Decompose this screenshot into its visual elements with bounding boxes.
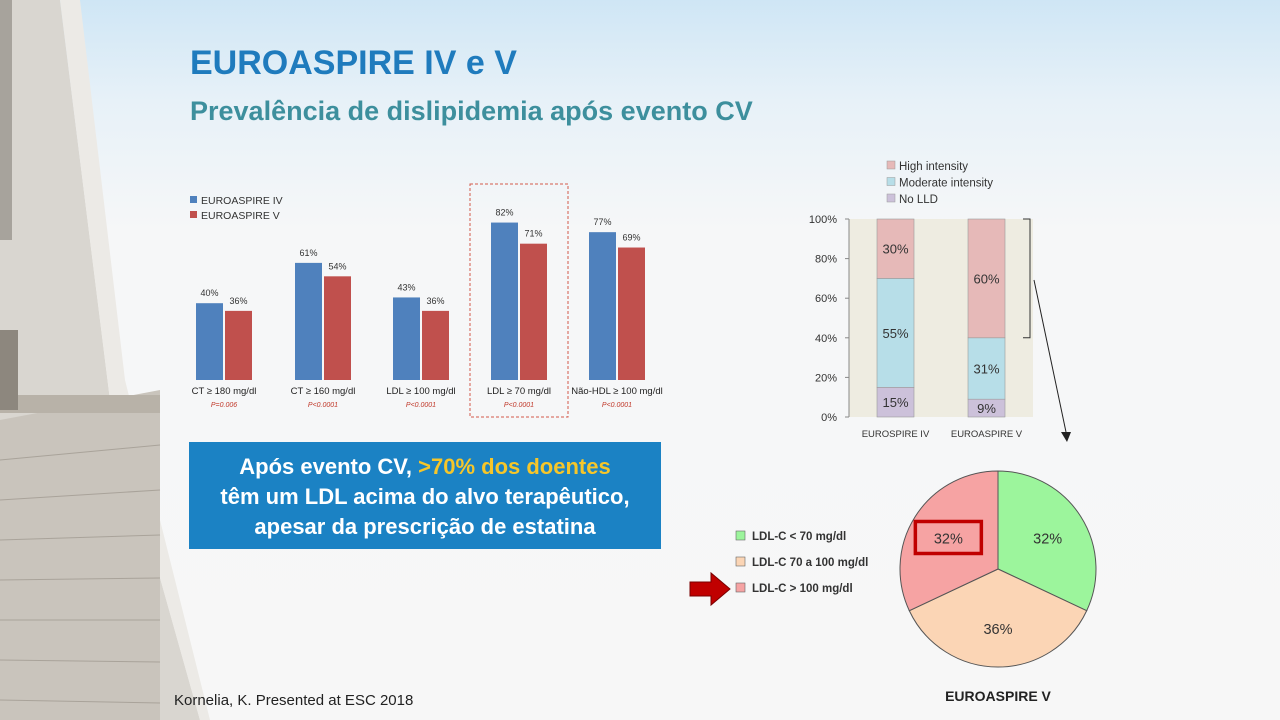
y-tick-label-5: 80% xyxy=(815,254,837,266)
legend-label-1: EUROASPIRE IV xyxy=(201,195,283,207)
legend-swatch-1 xyxy=(190,196,197,203)
stack-segment-1-3 xyxy=(876,218,915,279)
legend-swatch-2 xyxy=(190,211,197,218)
grouped-bar-chart: EUROASPIRE IV EUROASPIRE V 40% 36% CT ≥ 180 … xyxy=(190,183,663,418)
highlight-box xyxy=(469,183,569,418)
callout-line-1: Após evento CV, >70% dos doentes xyxy=(189,452,661,482)
y-tick-label-6: 100% xyxy=(809,214,837,226)
stack-label-2-2: 31% xyxy=(973,361,999,376)
pie-legend-swatch-3 xyxy=(735,582,746,593)
category-label-4: LDL ≥ 70 mg/dl xyxy=(487,386,551,397)
stacked-legend-swatch-3 xyxy=(886,193,896,203)
callout-box: Após evento CV, >70% dos doentes têm um … xyxy=(189,442,661,549)
bar-3-1 xyxy=(393,297,420,380)
callout-highlight: >70% dos doentes xyxy=(418,454,611,479)
bar-2-1 xyxy=(295,262,322,380)
callout-line-3: apesar da prescrição de estatina xyxy=(254,514,596,539)
category-label-3: LDL ≥ 100 mg/dl xyxy=(386,386,455,397)
stacked-legend-label-1: High intensity xyxy=(899,161,968,173)
data-label-2-1: 61% xyxy=(299,248,317,258)
pie-label-3: 32% xyxy=(934,531,963,547)
category-label-1: CT ≥ 180 mg/dl xyxy=(192,386,257,397)
data-label-5-1: 77% xyxy=(593,217,611,227)
stacked-legend-label-3: No LLD xyxy=(899,194,938,206)
data-label-3-2: 36% xyxy=(426,296,444,306)
bar-5-2 xyxy=(618,247,645,380)
bar-1-1 xyxy=(196,303,223,380)
pie-legend-swatch-2 xyxy=(735,556,746,567)
slide-subtitle: Prevalência de dislipidemia após evento … xyxy=(190,96,753,126)
stacked-legend-swatch-2 xyxy=(886,177,896,186)
stack-label-2-3: 60% xyxy=(973,271,999,286)
bar-1-2 xyxy=(225,310,252,380)
stacked-bar-chart: High intensity Moderate intensity No LLD 0%… xyxy=(809,160,1033,440)
stack-label-1-1: 15% xyxy=(882,395,908,410)
slide-title: EUROASPIRE IV e V xyxy=(190,44,517,82)
y-tick-label-4: 60% xyxy=(815,293,837,305)
y-tick-label-3: 40% xyxy=(815,333,837,345)
p-value-1: P=0.006 xyxy=(211,402,237,409)
stacked-category-2: EUROASPIRE V xyxy=(951,429,1023,440)
bar-4-1 xyxy=(491,222,518,380)
red-arrow-icon xyxy=(689,571,731,607)
data-label-4-1: 82% xyxy=(495,208,513,218)
stack-segment-2-3 xyxy=(967,218,1006,339)
pie-slice-1 xyxy=(997,470,1097,612)
bar-5-1 xyxy=(589,232,616,380)
data-label-1-2: 36% xyxy=(229,296,247,306)
pie-legend-label-2: LDL-C 70 a 100 mg/dl xyxy=(752,557,868,569)
p-value-3: P<0.0001 xyxy=(406,402,436,409)
plot-area xyxy=(849,219,1033,417)
stacked-legend-swatch-1 xyxy=(886,160,896,170)
bracket xyxy=(1023,218,1031,339)
category-label-5: Não-HDL ≥ 100 mg/dl xyxy=(571,386,662,397)
p-value-2: P<0.0001 xyxy=(308,402,338,409)
bar-3-2 xyxy=(422,310,449,380)
pie-slice-2 xyxy=(908,568,1088,668)
stack-segment-1-2 xyxy=(876,278,915,388)
y-tick-label-2: 20% xyxy=(815,372,837,384)
stack-label-1-3: 30% xyxy=(882,242,908,257)
stack-segment-2-2 xyxy=(967,337,1006,400)
pie-legend-swatch-1 xyxy=(735,530,746,541)
legend-label-2: EUROASPIRE V xyxy=(201,210,280,222)
callout-prefix: Após evento CV, xyxy=(239,454,419,479)
stacked-category-1: EUROSPIRE IV xyxy=(862,429,930,440)
stack-segment-1-1 xyxy=(876,386,915,418)
data-label-4-2: 71% xyxy=(524,229,542,239)
callout-line-2: têm um LDL acima do alvo terapêutico, xyxy=(220,484,630,509)
pie-chart: 32% 36% 32% LDL-C < 70 mg/dl LDL-C 70 a 100 … xyxy=(735,470,1097,704)
pie-label-2: 36% xyxy=(983,622,1012,638)
pie-label-1: 32% xyxy=(1033,531,1062,547)
data-label-3-1: 43% xyxy=(397,282,415,292)
building-photo xyxy=(0,0,210,720)
data-label-1-1: 40% xyxy=(200,288,218,298)
category-label-2: CT ≥ 160 mg/dl xyxy=(291,386,356,397)
pie-slice-3 xyxy=(899,470,999,612)
data-label-2-2: 54% xyxy=(328,261,346,271)
citation: Kornelia, K. Presented at ESC 2018 xyxy=(174,692,414,709)
stack-label-2-1: 9% xyxy=(977,401,996,416)
pie-legend-label-3: LDL-C > 100 mg/dl xyxy=(752,583,853,595)
y-tick-label-1: 0% xyxy=(821,412,837,424)
bar-4-2 xyxy=(520,243,547,380)
stacked-legend-label-2: Moderate intensity xyxy=(899,178,993,190)
p-value-4: P<0.0001 xyxy=(504,402,534,409)
pie-legend-label-1: LDL-C < 70 mg/dl xyxy=(752,531,846,543)
connector-arrow xyxy=(1033,279,1071,442)
data-label-5-2: 69% xyxy=(622,233,640,243)
pie-title: EUROASPIRE V xyxy=(945,688,1051,704)
stack-label-1-2: 55% xyxy=(882,326,908,341)
p-value-5: P<0.0001 xyxy=(602,402,632,409)
pie-highlight-box xyxy=(913,519,984,556)
bar-2-2 xyxy=(324,276,351,380)
